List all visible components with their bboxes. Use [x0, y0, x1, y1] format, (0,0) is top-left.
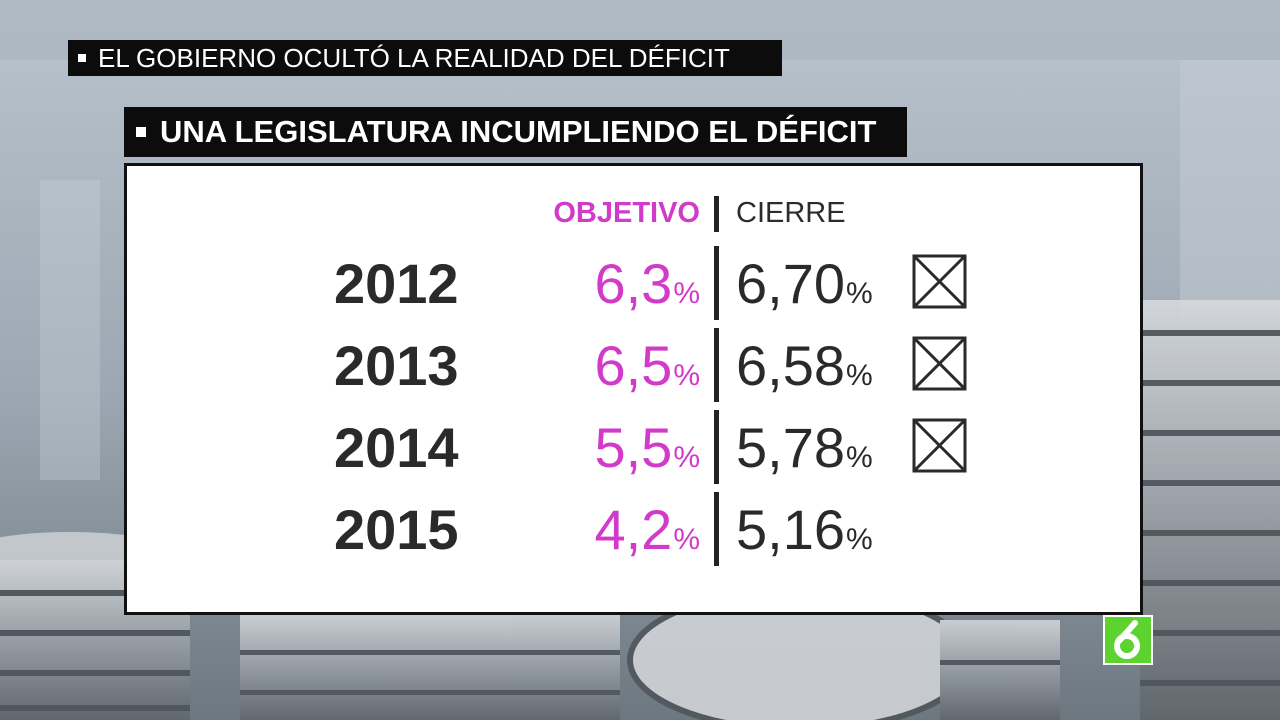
subtitle-text: UNA LEGISLATURA INCUMPLIENDO EL DÉFICIT — [160, 114, 877, 149]
subtitle-banner: UNA LEGISLATURA INCUMPLIENDO EL DÉFICIT — [124, 107, 907, 157]
header-divider — [714, 196, 719, 232]
row-cierre: 6,58% — [736, 334, 873, 397]
bullet-square-icon — [78, 54, 86, 62]
row-year: 2015 — [334, 498, 459, 561]
checkbox-crossed-icon — [912, 418, 967, 473]
headline-banner: EL GOBIERNO OCULTÓ LA REALIDAD DEL DÉFIC… — [68, 40, 782, 76]
checkbox-crossed-icon — [912, 254, 967, 309]
row-divider — [714, 246, 719, 320]
channel-logo-icon — [1103, 615, 1153, 665]
table-row: 2012 6,3% 6,70% — [127, 244, 1140, 324]
row-year: 2014 — [334, 416, 459, 479]
row-objetivo: 4,2% — [594, 498, 700, 561]
row-cierre: 5,78% — [736, 416, 873, 479]
row-objetivo: 6,5% — [594, 334, 700, 397]
row-year: 2012 — [334, 252, 459, 315]
row-divider — [714, 410, 719, 484]
row-objetivo: 5,5% — [594, 416, 700, 479]
bullet-square-icon — [136, 127, 146, 137]
row-cierre: 5,16% — [736, 498, 873, 561]
checkbox-crossed-icon — [912, 336, 967, 391]
row-divider — [714, 328, 719, 402]
row-year: 2013 — [334, 334, 459, 397]
row-objetivo: 6,3% — [594, 252, 700, 315]
header-objetivo: OBJETIVO — [553, 197, 700, 229]
deficit-table-card: OBJETIVO CIERRE 2012 6,3% 6,70% 2013 6,5… — [124, 163, 1143, 615]
table-row: 2013 6,5% 6,58% — [127, 326, 1140, 406]
row-cierre: 6,70% — [736, 252, 873, 315]
table-row: 2015 4,2% 5,16% — [127, 490, 1140, 570]
headline-text: EL GOBIERNO OCULTÓ LA REALIDAD DEL DÉFIC… — [98, 42, 730, 73]
table-row: 2014 5,5% 5,78% — [127, 408, 1140, 488]
row-divider — [714, 492, 719, 566]
header-cierre: CIERRE — [736, 197, 846, 229]
logo-six-glyph-icon — [1114, 620, 1140, 659]
